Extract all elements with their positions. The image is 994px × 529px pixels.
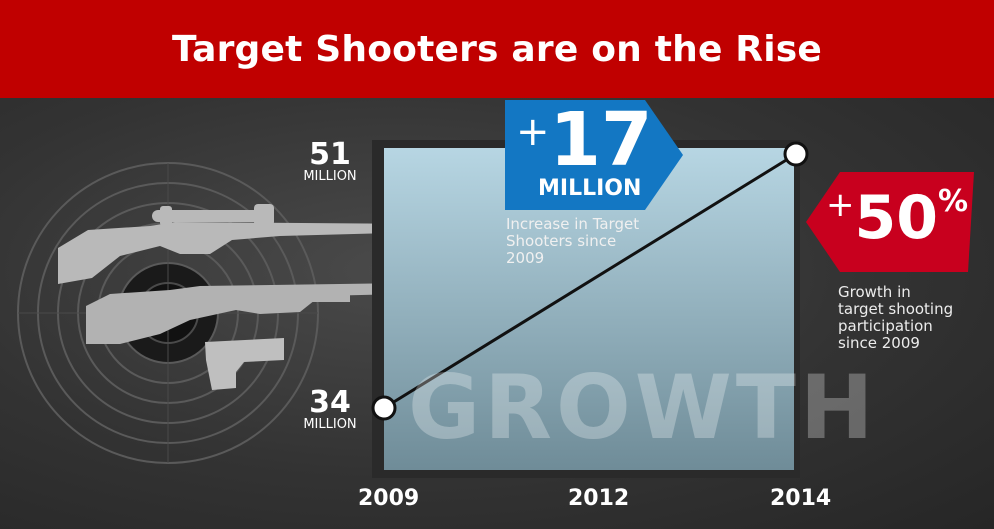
x-tick-2014: 2014 [770,486,832,511]
growth-caption-line: target shooting [838,300,954,318]
page-title: Target Shooters are on the Rise [171,28,823,70]
increase-caption: Increase in Target Shooters since 2009 [506,216,639,267]
increase-caption-line: 2009 [506,249,545,267]
value-label-unit: MILLION [303,417,357,432]
growth-caption-line: since 2009 [838,334,920,352]
increase-caption-line: Shooters since [506,232,617,250]
data-point-2009 [371,395,397,421]
chart-area: GROWTH 51 MILLION 34 MILLION 2009 2012 2… [0,98,994,529]
value-label-unit: MILLION [303,169,357,184]
growth-caption: Growth in target shooting participation … [838,284,953,352]
growth-caption-line: participation [838,317,933,335]
pistol-icon [205,338,284,390]
growth-suffix: % [938,184,969,219]
growth-badge [806,172,974,272]
increase-callout: +17 MILLION [516,102,653,201]
data-point-2014 [783,141,809,167]
x-tick-2012: 2012 [568,486,630,511]
rifle-icon [86,282,480,344]
value-label-number: 34 [309,385,351,420]
increase-number: 17 [549,98,653,183]
growth-caption-line: Growth in [838,283,911,301]
background-word: GROWTH [408,356,878,459]
scoped-rifle-icon [58,204,430,284]
value-label-number: 51 [309,137,351,172]
illustration [17,162,480,464]
growth-prefix: + [826,185,855,225]
growth-number: 50 [854,183,939,253]
x-tick-2009: 2009 [358,486,420,511]
value-label-2014: 51 MILLION [296,140,364,184]
increase-badge [505,100,683,210]
increase-prefix: + [516,109,550,155]
increase-unit: MILLION [538,176,642,201]
value-label-2009: 34 MILLION [296,388,364,432]
series-line [383,152,797,410]
increase-caption-line: Increase in Target [506,215,640,233]
growth-callout: +50% [826,178,968,258]
header-banner: Target Shooters are on the Rise [0,0,994,98]
